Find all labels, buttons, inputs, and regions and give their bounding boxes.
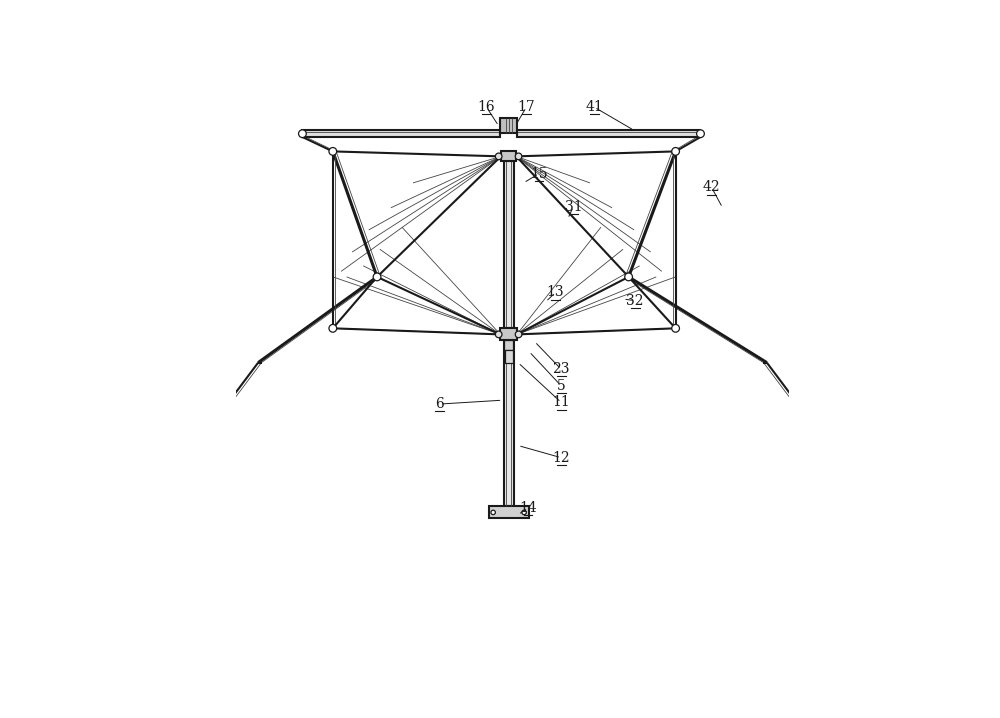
Bar	[505, 350, 512, 363]
Text: 12: 12	[552, 451, 570, 465]
Text: 13: 13	[547, 285, 564, 299]
Bar	[501, 151, 516, 162]
Text: 31: 31	[565, 200, 582, 214]
Bar	[517, 131, 700, 137]
Text: 5: 5	[557, 379, 566, 393]
Text: 6: 6	[435, 397, 444, 411]
Circle shape	[299, 130, 306, 138]
Circle shape	[515, 331, 522, 337]
Circle shape	[672, 147, 679, 155]
Circle shape	[625, 273, 632, 281]
Circle shape	[522, 510, 526, 515]
Text: 16: 16	[478, 101, 495, 114]
Bar	[504, 340, 514, 506]
Bar	[500, 328, 517, 340]
Circle shape	[697, 130, 704, 138]
Circle shape	[515, 153, 522, 159]
Circle shape	[672, 325, 679, 332]
Circle shape	[491, 510, 495, 515]
Circle shape	[495, 331, 502, 337]
Text: 23: 23	[552, 362, 570, 376]
Text: 17: 17	[517, 101, 535, 114]
Bar	[504, 118, 514, 126]
Bar	[500, 118, 517, 133]
Bar	[504, 162, 514, 328]
Circle shape	[329, 147, 337, 155]
Text: 14: 14	[519, 501, 537, 515]
Bar	[489, 506, 529, 518]
Text: 11: 11	[552, 396, 570, 409]
Text: 15: 15	[530, 167, 548, 180]
Circle shape	[373, 273, 381, 281]
Text: 41: 41	[585, 101, 603, 114]
Text: 42: 42	[703, 180, 720, 195]
Circle shape	[495, 153, 502, 159]
Circle shape	[329, 325, 337, 332]
Bar	[302, 131, 500, 137]
Bar	[504, 340, 513, 350]
Text: 32: 32	[626, 294, 644, 308]
